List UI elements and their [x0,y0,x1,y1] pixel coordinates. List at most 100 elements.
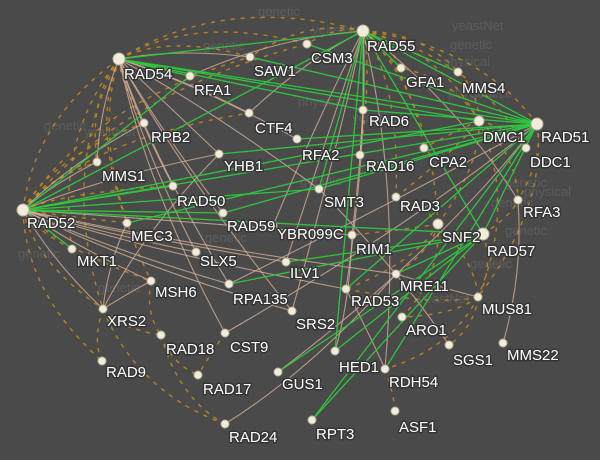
node-rfa2[interactable] [292,134,302,144]
label-rpb2: RPB2 [151,129,190,146]
edge-RAD51-SAW1 [249,56,538,125]
edge-MUS81-RDH54 [384,296,479,370]
label-csm3: CSM3 [311,50,353,67]
edge-RAD55-HED1 [334,30,364,352]
node-rdh54[interactable] [380,364,390,374]
label-rad3: RAD3 [400,198,440,215]
label-mre11: MRE11 [400,278,449,295]
edge-RAD52-MEC3 [22,209,128,224]
node-snf2[interactable] [432,218,444,230]
node-rpa135[interactable] [224,279,234,289]
node-mus81[interactable] [473,292,483,302]
node-cpa2[interactable] [419,143,429,153]
edge-RAD55-DMC1 [362,30,480,122]
edge-RAD54-MMS1 [94,58,120,163]
node-rfa3[interactable] [513,195,523,205]
node-rad24[interactable] [220,419,230,429]
node-gus1[interactable] [273,367,283,377]
edge-RAD52-SLX5 [22,209,197,253]
edge-RAD51-CST9 [224,123,538,334]
node-mkt1[interactable] [67,244,77,254]
label-mus81: MUS81 [482,301,532,318]
node-mms4[interactable] [453,67,463,77]
node-yhb1[interactable] [214,149,224,159]
label-mkt1: MKT1 [77,253,117,270]
edge-RAD51-RAD6 [362,109,538,125]
node-rfa1[interactable] [185,71,195,81]
label-msh6: MSH6 [155,284,197,301]
node-rad54[interactable] [112,52,126,66]
edge-RAD55-MMS4 [362,30,459,73]
node-ctf4[interactable] [244,108,254,118]
edge-RAD52-RPA135 [22,209,230,285]
node-hed1[interactable] [330,346,340,356]
watermark-text: genetic [491,195,533,210]
node-rad3[interactable] [391,192,401,202]
edge-RAD51-RAD53 [345,123,538,290]
edge-RAD54-RAD59 [118,58,224,214]
node-rad9[interactable] [97,356,107,366]
node-gfa1[interactable] [396,63,406,73]
node-smt3[interactable] [314,184,324,194]
node-ybr099c[interactable] [268,221,278,231]
node-rad16[interactable] [355,150,365,160]
edge-DMC1-RAD54 [118,58,480,122]
label-rad59: RAD59 [227,218,275,235]
node-rad51[interactable] [530,117,544,131]
node-rad50[interactable] [168,181,178,191]
node-rad6[interactable] [358,105,368,115]
node-cst9[interactable] [220,328,230,338]
edge-RAD55-RAD16 [359,30,368,156]
edge-MUS81-RAD53 [345,288,479,302]
node-slx5[interactable] [191,247,201,257]
node-srs2[interactable] [287,306,297,316]
watermark-text: physical [443,54,490,69]
node-saw1[interactable] [245,52,255,62]
node-csm3[interactable] [302,39,312,49]
node-xrs2[interactable] [98,304,108,314]
node-msh6[interactable] [146,276,156,286]
edge-RAD54-MSH6 [108,58,152,282]
node-mec3[interactable] [122,218,132,228]
edge-RAD52-SAW1 [22,56,251,211]
node-mms22[interactable] [498,338,508,348]
edge-RAD57-GUS1 [277,233,484,373]
node-asf1[interactable] [390,406,400,416]
node-rad53[interactable] [341,284,351,294]
edge-MUS81-MRE11 [395,273,479,298]
edge-RAD54-CSM3 [118,31,308,60]
edge-RAD51-RDH54 [384,123,538,370]
node-rad18[interactable] [156,330,166,340]
edge-RAD54-CST9 [118,58,226,334]
edge-RDH54-RAD53 [345,288,386,370]
node-rpt3[interactable] [307,415,317,425]
edge-RAD51-RAD59 [222,123,538,214]
node-ddc1[interactable] [521,143,531,153]
label-rdh54: RDH54 [389,374,438,391]
node-rad59[interactable] [218,208,228,218]
edge-RAD51-RAD54 [118,58,538,125]
node-rpb2[interactable] [139,118,149,128]
node-dmc1[interactable] [473,115,485,127]
watermark-text: genetic [258,4,300,19]
edge-RAD57-ILV1 [285,233,484,263]
node-rad52[interactable] [16,203,30,217]
node-aro1[interactable] [397,312,407,322]
edge-RAD57-RPT3 [311,233,484,421]
node-layer [16,24,544,429]
edge-RAD55-MMS4 [362,30,459,73]
edge-RAD24-MRE11 [224,273,397,425]
node-mms1[interactable] [92,157,102,167]
node-rim1[interactable] [347,230,357,240]
label-rad54: RAD54 [124,66,172,83]
node-sgs1[interactable] [444,340,454,350]
node-ilv1[interactable] [281,257,291,267]
node-rad17[interactable] [193,370,203,380]
node-rad55[interactable] [356,24,370,38]
label-rad57: RAD57 [487,243,535,260]
edge-RAD55-SNF2 [362,30,439,225]
label-rfa1: RFA1 [194,82,232,99]
label-rad18: RAD18 [166,341,214,358]
node-rad57[interactable] [476,227,490,241]
node-mre11[interactable] [391,269,401,279]
